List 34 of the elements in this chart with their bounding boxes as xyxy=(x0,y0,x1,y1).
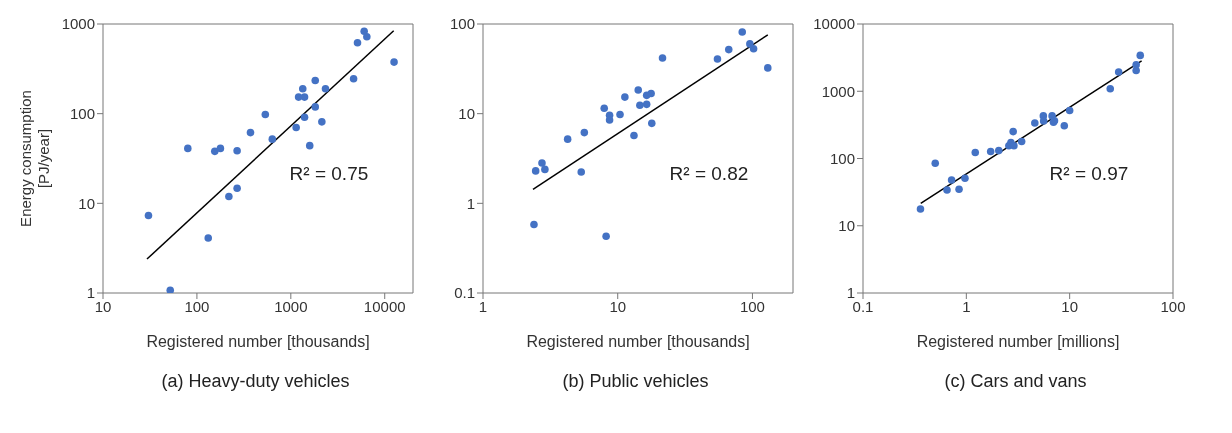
y-tick-label: 10 xyxy=(838,217,855,235)
x-tick-label: 10 xyxy=(94,297,112,315)
x-axis-title: Registered number [thousands] xyxy=(146,333,370,350)
x-tick-label: 100 xyxy=(184,297,210,315)
y-tick-label: 1 xyxy=(466,194,475,212)
x-tick-label: 0.1 xyxy=(852,297,874,315)
x-tick-label: 1000 xyxy=(274,297,308,315)
y-tick-label: 100 xyxy=(69,104,95,122)
text: (a) Heavy-duty vehicles xyxy=(160,371,351,392)
annotation: R² = 0.97 xyxy=(1049,163,1129,185)
y-tick-label: 10 xyxy=(78,194,95,212)
x-tick-label: 10 xyxy=(609,297,627,315)
y-tick-label: 10000 xyxy=(813,15,855,33)
y-tick-label: 1 xyxy=(846,284,855,302)
x-tick-label: 1 xyxy=(478,297,488,315)
annotation: R² = 0.75 xyxy=(289,163,369,185)
x-axis-title: Registered number [thousands] xyxy=(526,333,750,350)
y-tick-label: 0.1 xyxy=(454,284,475,302)
x-tick-label: 100 xyxy=(739,297,765,315)
x-tick-label: 10000 xyxy=(363,297,406,315)
text: (c) Cars and vans xyxy=(943,371,1088,392)
y-tick-label: 1000 xyxy=(821,82,855,100)
y-tick-label: 1000 xyxy=(61,15,95,33)
y-tick-label: 10 xyxy=(458,104,475,122)
x-tick-label: 10 xyxy=(1061,297,1079,315)
y-tick-label: 1 xyxy=(86,284,95,302)
x-tick-label: 1 xyxy=(962,297,971,315)
text: (b) Public vehicles xyxy=(561,371,710,392)
y-axis-title: Energy consumption [PJ/year] xyxy=(17,90,52,227)
y-tick-label: 100 xyxy=(449,15,475,33)
y-tick-label: 100 xyxy=(829,149,855,167)
x-tick-label: 100 xyxy=(1160,297,1186,315)
x-axis-title: Registered number [millions] xyxy=(916,333,1120,350)
annotation: R² = 0.82 xyxy=(669,163,749,185)
